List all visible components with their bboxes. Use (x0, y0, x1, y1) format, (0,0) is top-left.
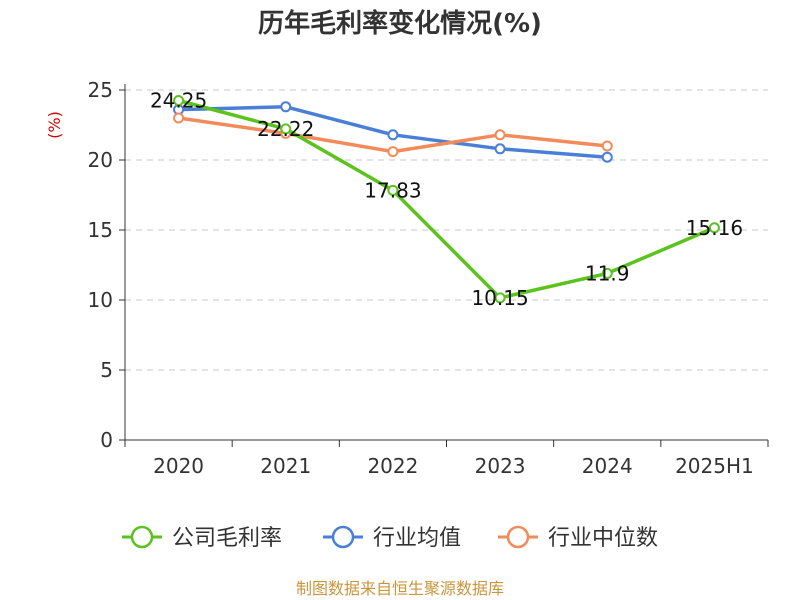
data-point (387, 146, 399, 158)
series-line (176, 98, 717, 300)
data-point (601, 140, 613, 152)
x-tick-label: 2025H1 (675, 454, 754, 478)
y-tick-label: 0 (100, 428, 113, 452)
data-point (494, 143, 506, 155)
y-tick-label: 10 (88, 288, 113, 312)
x-tick-label: 2023 (475, 454, 526, 478)
chart-title: 历年毛利率变化情况(%) (258, 8, 542, 39)
data-label: 17.83 (364, 178, 421, 202)
data-label: 22.22 (257, 117, 314, 141)
y-tick-label: 5 (100, 358, 113, 382)
y-tick-label: 25 (88, 78, 113, 102)
legend-label: 公司毛利率 (172, 526, 282, 551)
x-tick-label: 2021 (260, 454, 311, 478)
data-point (494, 292, 506, 304)
data-point (173, 112, 185, 124)
gridlines (125, 89, 768, 371)
y-tick-label: 15 (88, 218, 113, 242)
legend: 公司毛利率 行业均值 行业中位数 (122, 525, 658, 551)
y-axis-unit-label: (%) (45, 111, 64, 139)
data-label: 15.16 (686, 216, 743, 240)
data-point (708, 222, 720, 234)
data-point (280, 101, 292, 113)
data-labels: 24.25 22.22 17.83 10.15 11.9 15.16 (150, 89, 743, 310)
legend-marker (331, 525, 355, 549)
data-point (280, 123, 292, 135)
x-tick-label: 2020 (153, 454, 204, 478)
data-label: 10.15 (471, 286, 528, 310)
data-point (387, 184, 399, 196)
axes: 0 5 10 15 20 25 2020 2021 2022 2023 2024 2025H1 (88, 78, 769, 478)
y-tick-label: 20 (88, 148, 113, 172)
x-tick-label: 2022 (367, 454, 418, 478)
series-lines (173, 95, 720, 304)
legend-marker (506, 525, 530, 549)
x-tick-label: 2024 (582, 454, 633, 478)
legend-label: 行业中位数 (548, 526, 658, 551)
data-point (601, 151, 613, 163)
data-point (173, 95, 185, 106)
legend-label: 行业均值 (373, 526, 461, 551)
data-label: 24.25 (150, 89, 207, 113)
data-point (601, 267, 613, 279)
data-point (494, 129, 506, 141)
data-label: 11.9 (585, 261, 630, 285)
legend-marker (130, 525, 154, 549)
data-point (387, 129, 399, 141)
source-note: 制图数据来自恒生聚源数据库 (296, 579, 504, 598)
